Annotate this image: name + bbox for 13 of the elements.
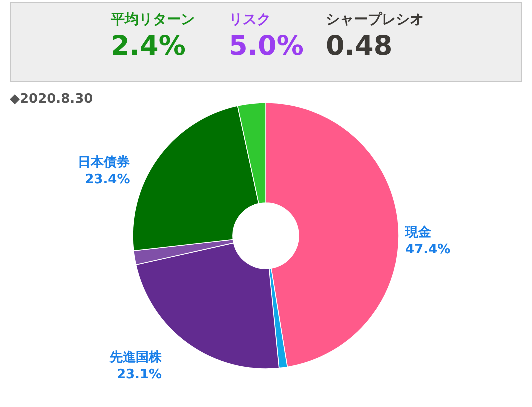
text: 0.48 bbox=[326, 30, 394, 64]
data-label: 23.1% bbox=[116, 368, 162, 383]
slice-label: 日本債券 bbox=[78, 155, 130, 170]
data-label: 47.4% bbox=[406, 242, 451, 258]
text: 2.4% bbox=[111, 30, 187, 64]
text: 5.0% bbox=[229, 30, 304, 64]
data-label: 23.4% bbox=[85, 172, 130, 188]
text: 平均リターン bbox=[111, 11, 195, 29]
slice-label: 先進国株 bbox=[109, 350, 164, 366]
text: リスク bbox=[229, 11, 272, 29]
text: シャープレシオ bbox=[326, 11, 424, 29]
chart-subtitle: ◆2020.8.30 bbox=[10, 92, 94, 107]
slice-label: 現金 bbox=[404, 226, 433, 241]
